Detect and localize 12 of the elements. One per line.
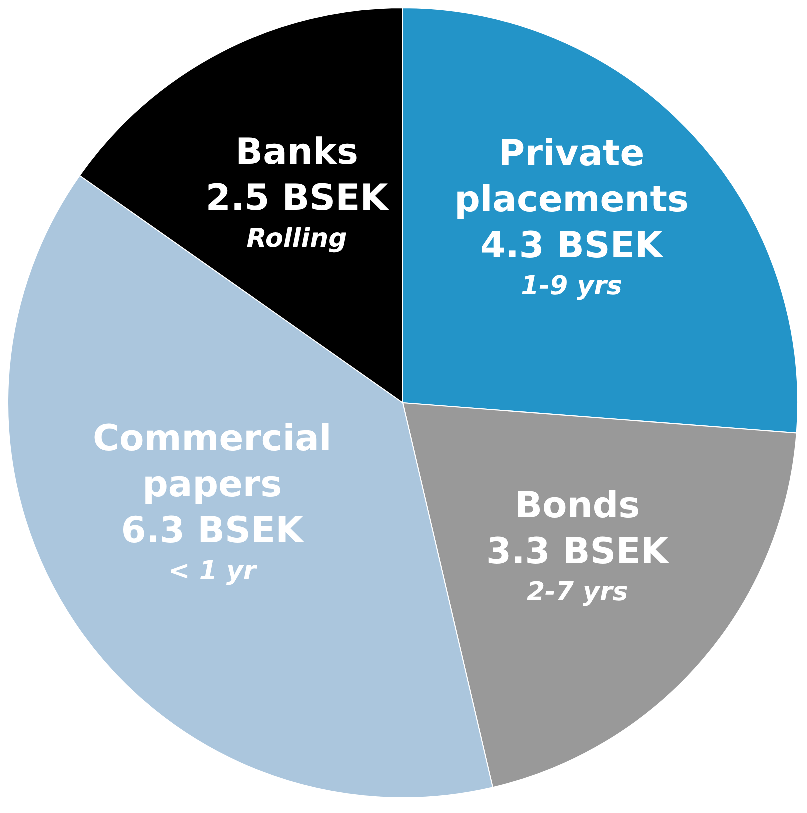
text: Rolling xyxy=(246,224,348,254)
text: 2-7 yrs xyxy=(526,578,628,608)
slice-label: Banks xyxy=(236,132,358,173)
category-label: Private placements xyxy=(454,134,689,221)
data-label: 4.3 BSEK xyxy=(480,226,664,267)
text: < 1 yr xyxy=(168,556,256,587)
text: 1-9 yrs xyxy=(521,272,622,302)
category-label: Commercial papers xyxy=(93,418,332,506)
slice-label: Bonds xyxy=(515,486,640,527)
data-label: 3.3 BSEK xyxy=(486,532,670,573)
data-label: 6.3 BSEK xyxy=(121,510,305,552)
data-label: 2.5 BSEK xyxy=(206,178,390,219)
